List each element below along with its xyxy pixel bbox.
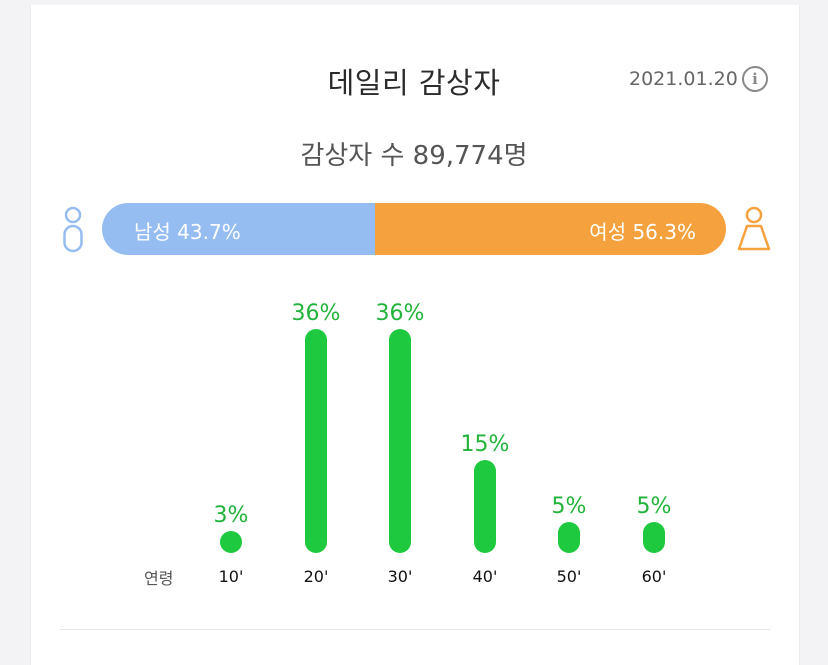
data-label-3: 15%	[460, 431, 510, 457]
date-label: 2021.01.20	[629, 68, 738, 90]
male-segment: 남성 43.7%	[102, 203, 375, 255]
tick-label-4: 50'	[556, 567, 582, 586]
tick-label-1: 20'	[303, 567, 329, 586]
data-label-1: 36%	[291, 301, 341, 326]
daily-viewers-card	[30, 5, 800, 665]
female-segment: 여성 56.3%	[374, 203, 726, 255]
tick-label-0: 10'	[218, 567, 244, 586]
bar-1	[305, 329, 327, 553]
bar-3	[474, 459, 496, 553]
bar-5	[643, 521, 665, 553]
data-label-4: 5%	[551, 493, 587, 519]
x-axis-label: 연령	[144, 569, 174, 588]
data-label-5: 5%	[636, 493, 672, 519]
male-share-label: 남성 43.7%	[134, 220, 241, 244]
tick-label-5: 60'	[641, 567, 667, 586]
divider	[60, 629, 770, 630]
female-share-label: 여성 56.3%	[589, 220, 696, 244]
bar-2	[389, 329, 411, 553]
tick-label-3: 40'	[472, 567, 498, 586]
gender-ratio-bar: 남성 43.7% 여성 56.3%	[102, 203, 726, 255]
viewer-count: 감상자 수 89,774명	[300, 141, 528, 171]
bar-4	[558, 521, 580, 553]
male-person-icon	[63, 206, 83, 253]
card-title: 데일리 감상자	[327, 66, 501, 100]
bar-0	[220, 531, 242, 553]
data-label-0: 3%	[213, 503, 249, 528]
tick-label-2: 30'	[387, 567, 413, 586]
female-person-icon	[737, 206, 771, 251]
data-label-2: 36%	[375, 301, 425, 326]
info-icon[interactable]: i	[742, 66, 768, 92]
